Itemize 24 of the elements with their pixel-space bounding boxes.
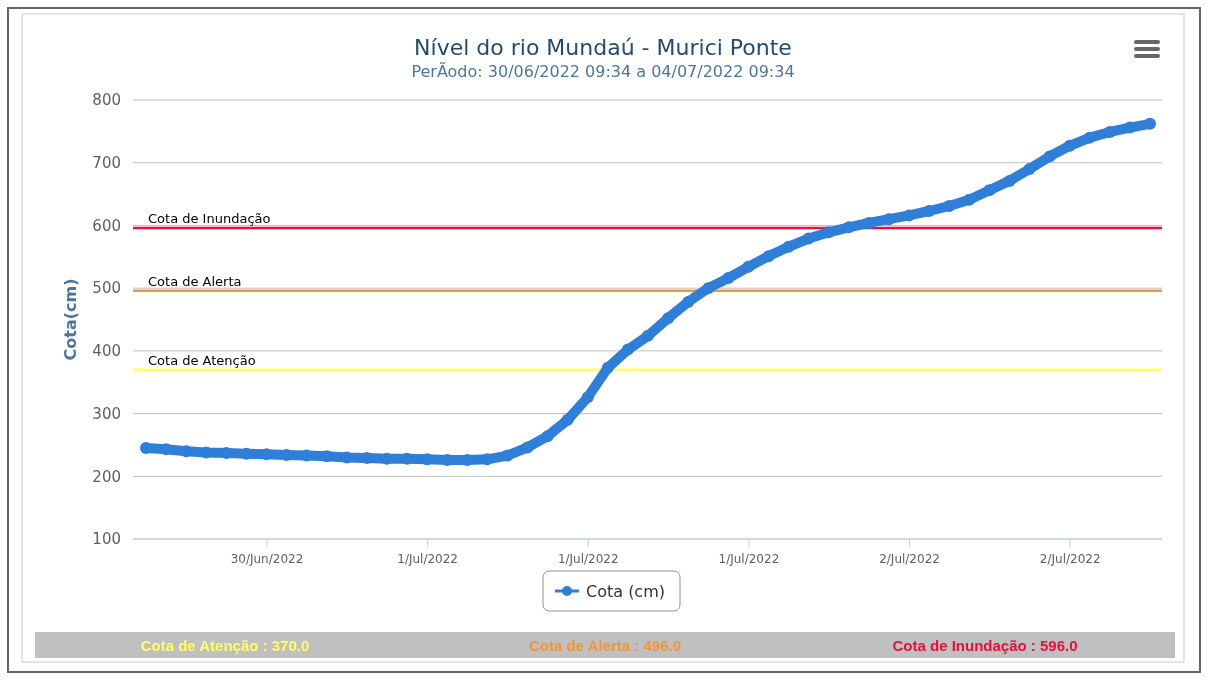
x-tick-label: 1/Jul/2022 xyxy=(718,552,780,567)
y-tick-label: 800 xyxy=(92,91,121,110)
x-tick-label: 2/Jul/2022 xyxy=(1039,552,1101,567)
ref-line-label: Cota de Inundação xyxy=(148,210,271,226)
legend-label: Cota (cm) xyxy=(586,582,665,601)
x-tick-label: 1/Jul/2022 xyxy=(557,552,619,567)
y-tick-label: 400 xyxy=(92,342,121,361)
text: Cota de Inundação : 596.0 xyxy=(892,637,1078,654)
y-tick-label: 500 xyxy=(92,279,121,298)
y-tick-label: 300 xyxy=(92,404,121,423)
x-tick-label: 1/Jul/2022 xyxy=(397,552,458,567)
y-tick-label: 200 xyxy=(92,467,121,486)
text: Cota de Alerta : 496.0 xyxy=(529,637,681,654)
y-tick-label: 600 xyxy=(92,216,121,235)
y-tick-label: 100 xyxy=(92,530,121,549)
y-tick-label: 700 xyxy=(92,154,121,173)
x-tick-label: 30/Jun/2022 xyxy=(230,552,304,567)
chart-title: Nível do rio Mundaú - Murici Ponte xyxy=(414,35,792,60)
text: Cota de Atenção : 370.0 xyxy=(140,637,310,654)
ref-line-label: Cota de Alerta xyxy=(148,273,242,289)
chart-subtitle: PerÃodo: 30/06/2022 09:34 a 04/07/2022 09:34 xyxy=(411,62,795,81)
ref-line-label: Cota de Atenção xyxy=(148,352,256,368)
y-axis-title: Cota(cm) xyxy=(61,278,80,361)
x-tick-label: 2/Jul/2022 xyxy=(879,552,940,567)
